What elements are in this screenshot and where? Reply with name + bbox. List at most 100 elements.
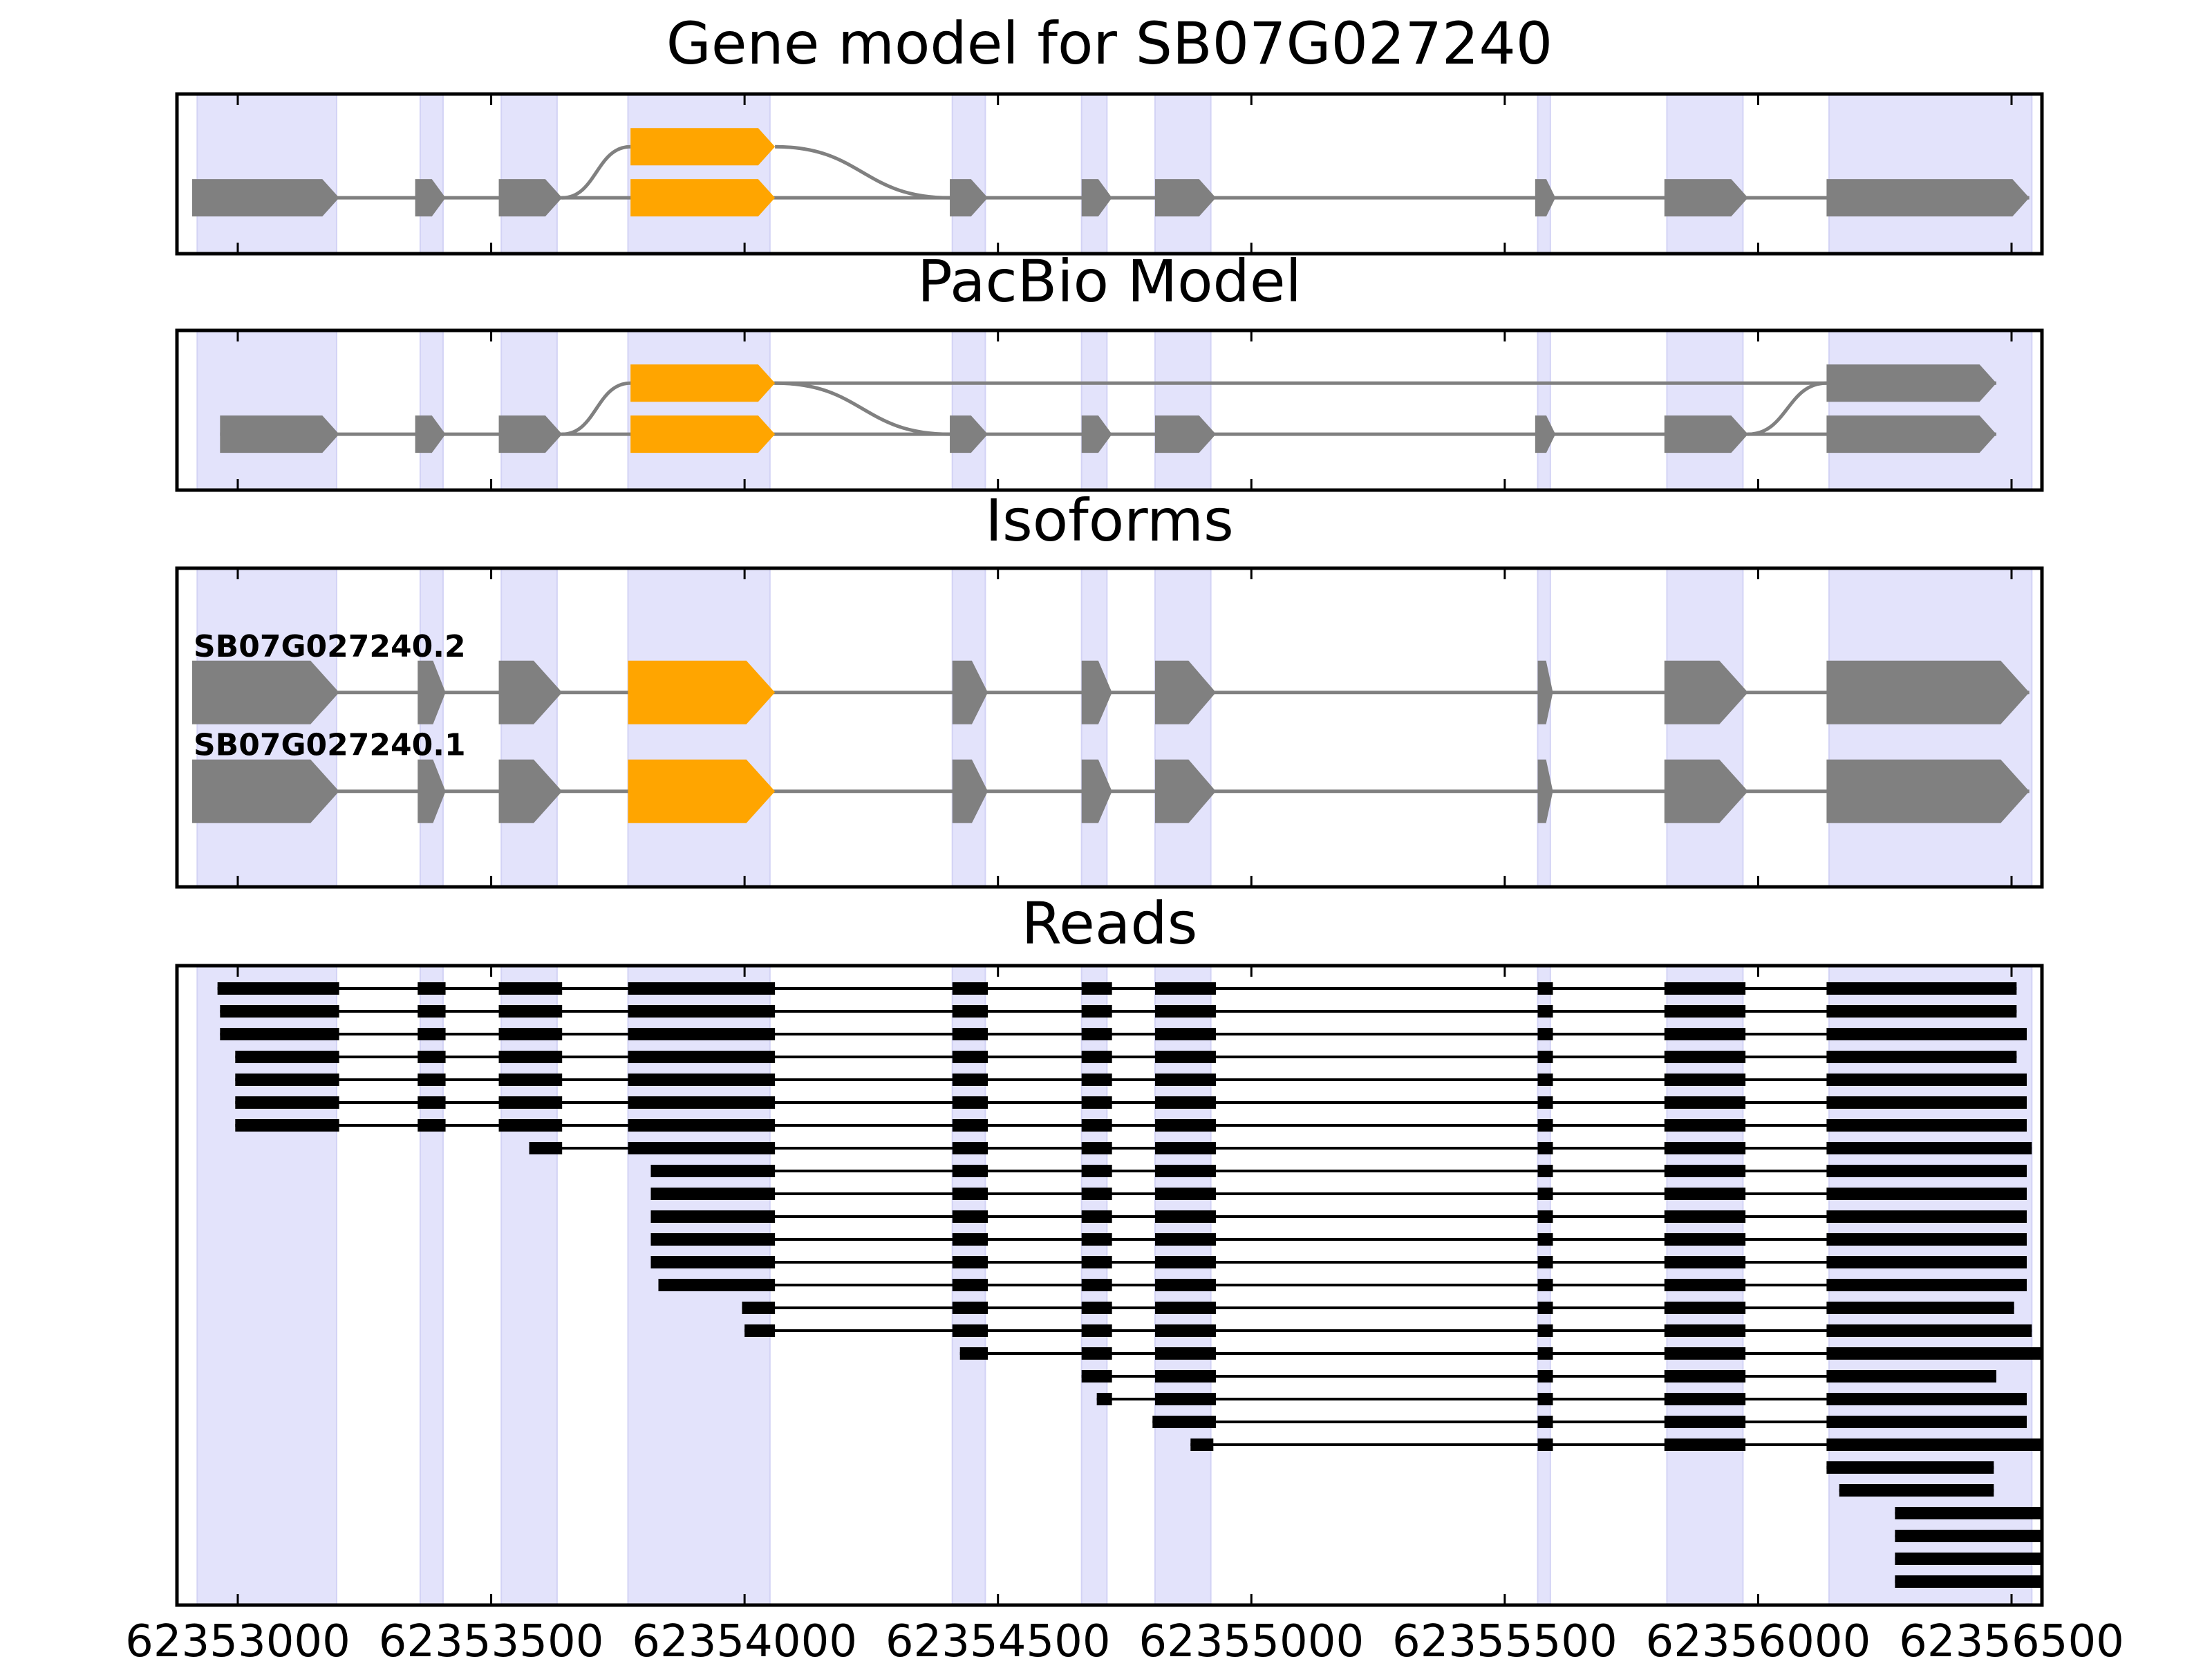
read [650,1188,2027,1200]
panel-frame [175,92,2044,256]
read-block [1537,982,1553,995]
read-block [1664,982,1746,995]
exon [498,415,563,453]
read-block [952,1096,988,1109]
exon-region-shade [951,330,986,491]
read-block [418,1005,446,1018]
read-block [952,1302,988,1314]
read-block [952,1256,988,1268]
exon [630,415,776,453]
read-block [1537,1233,1553,1246]
exon [952,759,988,823]
read-block [1537,1051,1553,1063]
read-block [498,1119,563,1132]
read [235,1096,2027,1109]
exon [1081,660,1112,724]
x-tick-label: 62356000 [1646,1616,1871,1659]
read-block [1081,1302,1112,1314]
exon [220,415,339,453]
read-block [1154,1279,1216,1291]
read-block [1826,1051,2017,1063]
read [220,1028,2027,1040]
reads-panel-title: Reads [1022,890,1198,957]
read-block [1826,1119,2027,1132]
exon [1154,759,1216,823]
read-block [952,1051,988,1063]
read-block [1081,1165,1112,1177]
exon-region-shade [1537,568,1551,888]
read-block [529,1142,563,1154]
read-block [1081,1142,1112,1154]
read-block [1537,1188,1553,1200]
read-block [1895,1507,2042,1519]
read-block [1154,1256,1216,1268]
read-block [1826,1370,1997,1382]
gene-model-panel-title: Gene model for SB07G027240 [666,10,1553,77]
read-block [1081,982,1112,995]
read-block [1190,1438,1214,1451]
x-axis: 62353000 62353500 62354000 62354500 62355000… [125,1616,2124,1659]
read-block [1895,1530,2042,1542]
exon [191,660,339,724]
exon [1537,759,1553,823]
read-block [1826,1074,2027,1086]
read-block [1895,1575,2042,1588]
exon-region-shade [196,965,337,1606]
read-block [650,1233,776,1246]
read-block [1096,1393,1112,1405]
read [1081,1370,1997,1382]
read [1152,1416,2027,1428]
read-block [628,1028,776,1040]
isoform-label: SB07G027240.1 [194,728,466,763]
read-block [628,1074,776,1086]
read-block [418,1074,446,1086]
read-block [952,1028,988,1040]
read [959,1347,2042,1360]
read-block [952,1119,988,1132]
exon [1664,179,1748,217]
read-block [1537,1256,1553,1268]
read-block [1664,1438,1746,1451]
read-block [1537,1142,1553,1154]
read-block [1154,1302,1216,1314]
read-block [1537,1210,1553,1223]
read-block [1664,1324,1746,1337]
read-block [1826,1188,2027,1200]
exon-region-shade [419,330,444,491]
read-block [1154,1142,1216,1154]
exon [1826,660,2030,724]
exon-region-shade [1154,93,1212,254]
read-block [1537,1279,1553,1291]
read [650,1233,2027,1246]
read-block [1826,1096,2027,1109]
exon [950,179,988,217]
read-block [952,1074,988,1086]
exon-region-shade [500,330,558,491]
read [235,1074,2027,1086]
read-block [1664,1210,1746,1223]
exon-region-shade [1828,330,2033,491]
read-block [1826,1279,2027,1291]
read-block [959,1347,988,1360]
read-block [1664,1188,1746,1200]
read [1895,1553,2042,1565]
read-block [1826,1142,2032,1154]
exon [191,179,339,217]
read-block [1826,1005,2017,1018]
read-block [1664,1370,1746,1382]
exon [1081,415,1112,453]
read-block [1081,1324,1112,1337]
read-block [1537,1028,1553,1040]
read-block [1826,1347,2042,1360]
read-block [1664,1142,1746,1154]
read-block [1154,1233,1216,1246]
read-block [1081,1210,1112,1223]
read-block [628,1096,776,1109]
exon-region-shade [1666,93,1744,254]
read-block [628,1005,776,1018]
read-block [1826,1256,2027,1268]
read-block [1154,1210,1216,1223]
read-block [1664,1005,1746,1018]
splice-connector [775,381,950,436]
exon [418,759,446,823]
